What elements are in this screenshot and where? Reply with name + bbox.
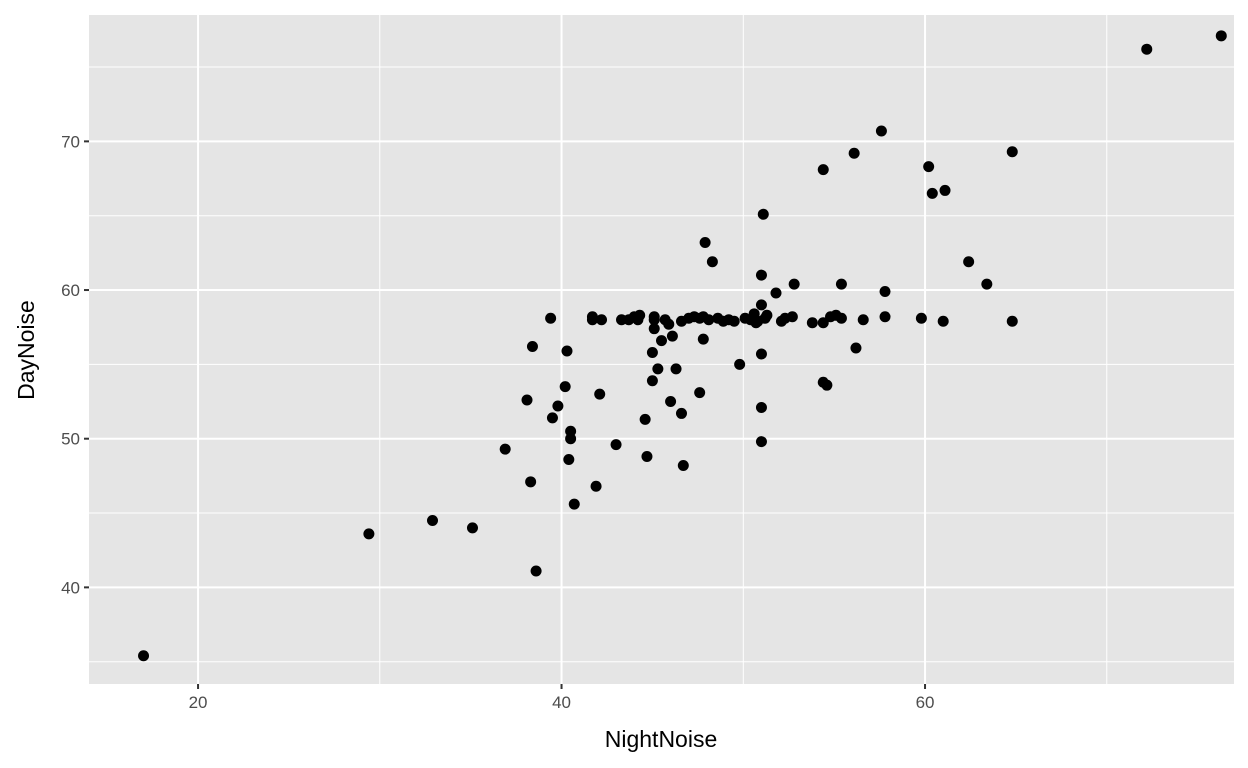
data-point	[639, 413, 651, 425]
data-point	[568, 498, 580, 510]
data-point	[656, 335, 667, 347]
y-tick-label: 70	[61, 132, 80, 151]
data-point	[427, 514, 438, 526]
data-point	[652, 363, 664, 375]
data-point	[757, 208, 769, 220]
data-point	[848, 147, 860, 159]
data-point	[755, 348, 767, 360]
data-point	[755, 401, 767, 413]
y-tick-label: 40	[61, 578, 80, 597]
data-point	[466, 522, 478, 534]
data-point	[670, 363, 682, 375]
y-axis-title: DayNoise	[13, 300, 39, 400]
data-point	[546, 412, 558, 424]
data-point	[675, 407, 687, 419]
data-point	[857, 314, 869, 326]
x-tick-label: 40	[552, 693, 571, 712]
data-point	[786, 311, 798, 323]
data-point	[596, 314, 608, 326]
data-point	[706, 256, 718, 268]
data-point	[699, 236, 711, 248]
data-point	[821, 379, 833, 391]
data-point	[663, 318, 675, 330]
data-point	[734, 358, 746, 370]
data-point	[666, 330, 678, 342]
data-point	[586, 314, 598, 326]
data-point	[728, 315, 740, 327]
data-point	[565, 433, 577, 445]
data-point	[594, 388, 606, 400]
data-point	[806, 317, 818, 329]
data-point	[590, 480, 602, 492]
data-point	[530, 565, 542, 577]
data-point	[697, 333, 709, 345]
data-point	[665, 396, 677, 408]
data-point	[1141, 43, 1153, 55]
data-point	[817, 317, 829, 329]
data-point	[963, 256, 975, 268]
x-axis: 20 40 60	[189, 684, 935, 712]
x-tick-label: 20	[189, 693, 208, 712]
data-point	[1006, 146, 1018, 158]
data-point	[915, 312, 927, 324]
data-point	[788, 278, 800, 290]
y-tick-label: 50	[61, 430, 80, 449]
data-point	[563, 454, 575, 466]
data-point	[552, 400, 564, 412]
data-point	[981, 278, 993, 290]
data-point	[526, 341, 538, 353]
data-point	[641, 451, 653, 463]
data-points	[138, 30, 1227, 662]
data-point	[610, 439, 622, 451]
data-point	[138, 650, 150, 662]
data-point	[761, 309, 773, 321]
data-point	[634, 309, 646, 321]
data-point	[525, 476, 537, 488]
data-point	[559, 381, 571, 393]
data-point	[646, 375, 658, 387]
data-point	[926, 187, 938, 199]
plot-panel	[89, 15, 1234, 684]
data-point	[755, 299, 767, 311]
data-point	[1006, 315, 1018, 327]
data-point	[521, 394, 533, 406]
data-point	[561, 345, 573, 357]
data-point	[755, 269, 767, 281]
minor-gridlines	[89, 15, 1234, 684]
y-axis: 40 50 60 70	[61, 132, 89, 597]
data-point	[545, 312, 557, 324]
data-point	[879, 311, 891, 323]
data-point	[817, 164, 829, 176]
data-point	[363, 528, 375, 540]
data-point	[835, 312, 847, 324]
data-point	[499, 443, 511, 455]
data-point	[703, 314, 715, 326]
data-point	[1215, 30, 1227, 42]
data-point	[879, 286, 891, 298]
data-point	[937, 315, 949, 327]
data-point	[694, 387, 706, 399]
data-point	[648, 311, 660, 323]
data-point	[850, 342, 862, 354]
data-point	[646, 346, 658, 358]
data-point	[677, 459, 689, 471]
data-point	[923, 161, 935, 173]
data-point	[939, 184, 951, 196]
y-tick-label: 60	[61, 281, 80, 300]
data-point	[835, 278, 847, 290]
data-point	[648, 323, 660, 335]
x-tick-label: 60	[916, 693, 935, 712]
data-point	[875, 125, 887, 137]
x-axis-title: NightNoise	[605, 726, 718, 752]
major-gridlines	[89, 15, 1234, 684]
data-point	[755, 436, 767, 448]
data-point	[770, 287, 782, 299]
